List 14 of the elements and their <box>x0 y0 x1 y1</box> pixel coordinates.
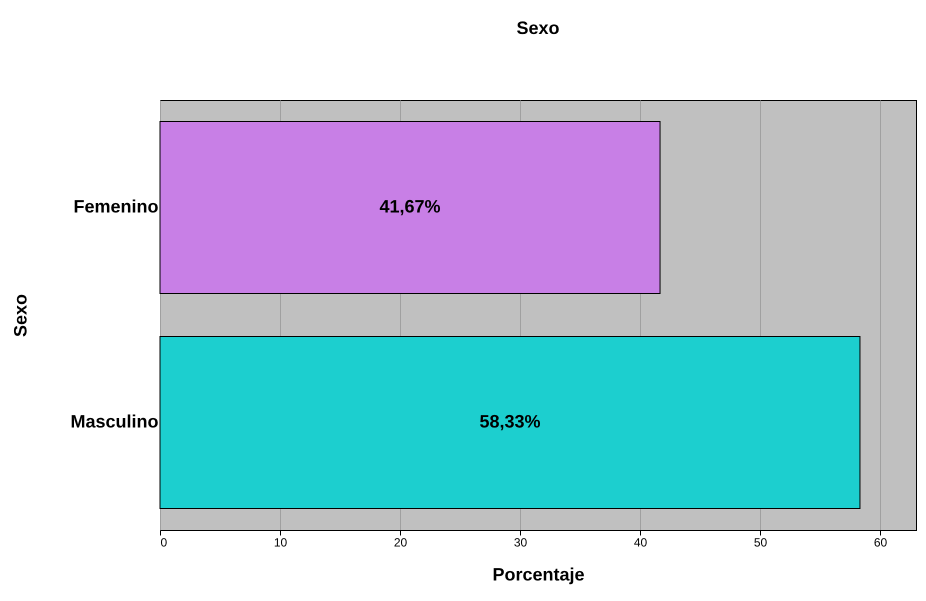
x-tick-label: 20 <box>394 536 408 550</box>
y-tick-label: Femenino <box>73 196 158 216</box>
x-tick-label: 40 <box>634 536 648 550</box>
data-label: 41,67% <box>379 196 441 216</box>
data-label: 58,33% <box>479 412 541 432</box>
x-tick-label: 10 <box>274 536 288 550</box>
x-axis-title: Porcentaje <box>492 564 585 584</box>
y-axis-title: Sexo <box>10 294 30 338</box>
x-tick-label: 0 <box>160 536 168 550</box>
y-tick-label: Masculino <box>70 412 159 432</box>
x-tick-label: 50 <box>754 536 768 550</box>
x-tick-label: 30 <box>514 536 528 550</box>
chart-title: Sexo <box>516 18 560 38</box>
x-tick-label: 60 <box>874 536 888 550</box>
